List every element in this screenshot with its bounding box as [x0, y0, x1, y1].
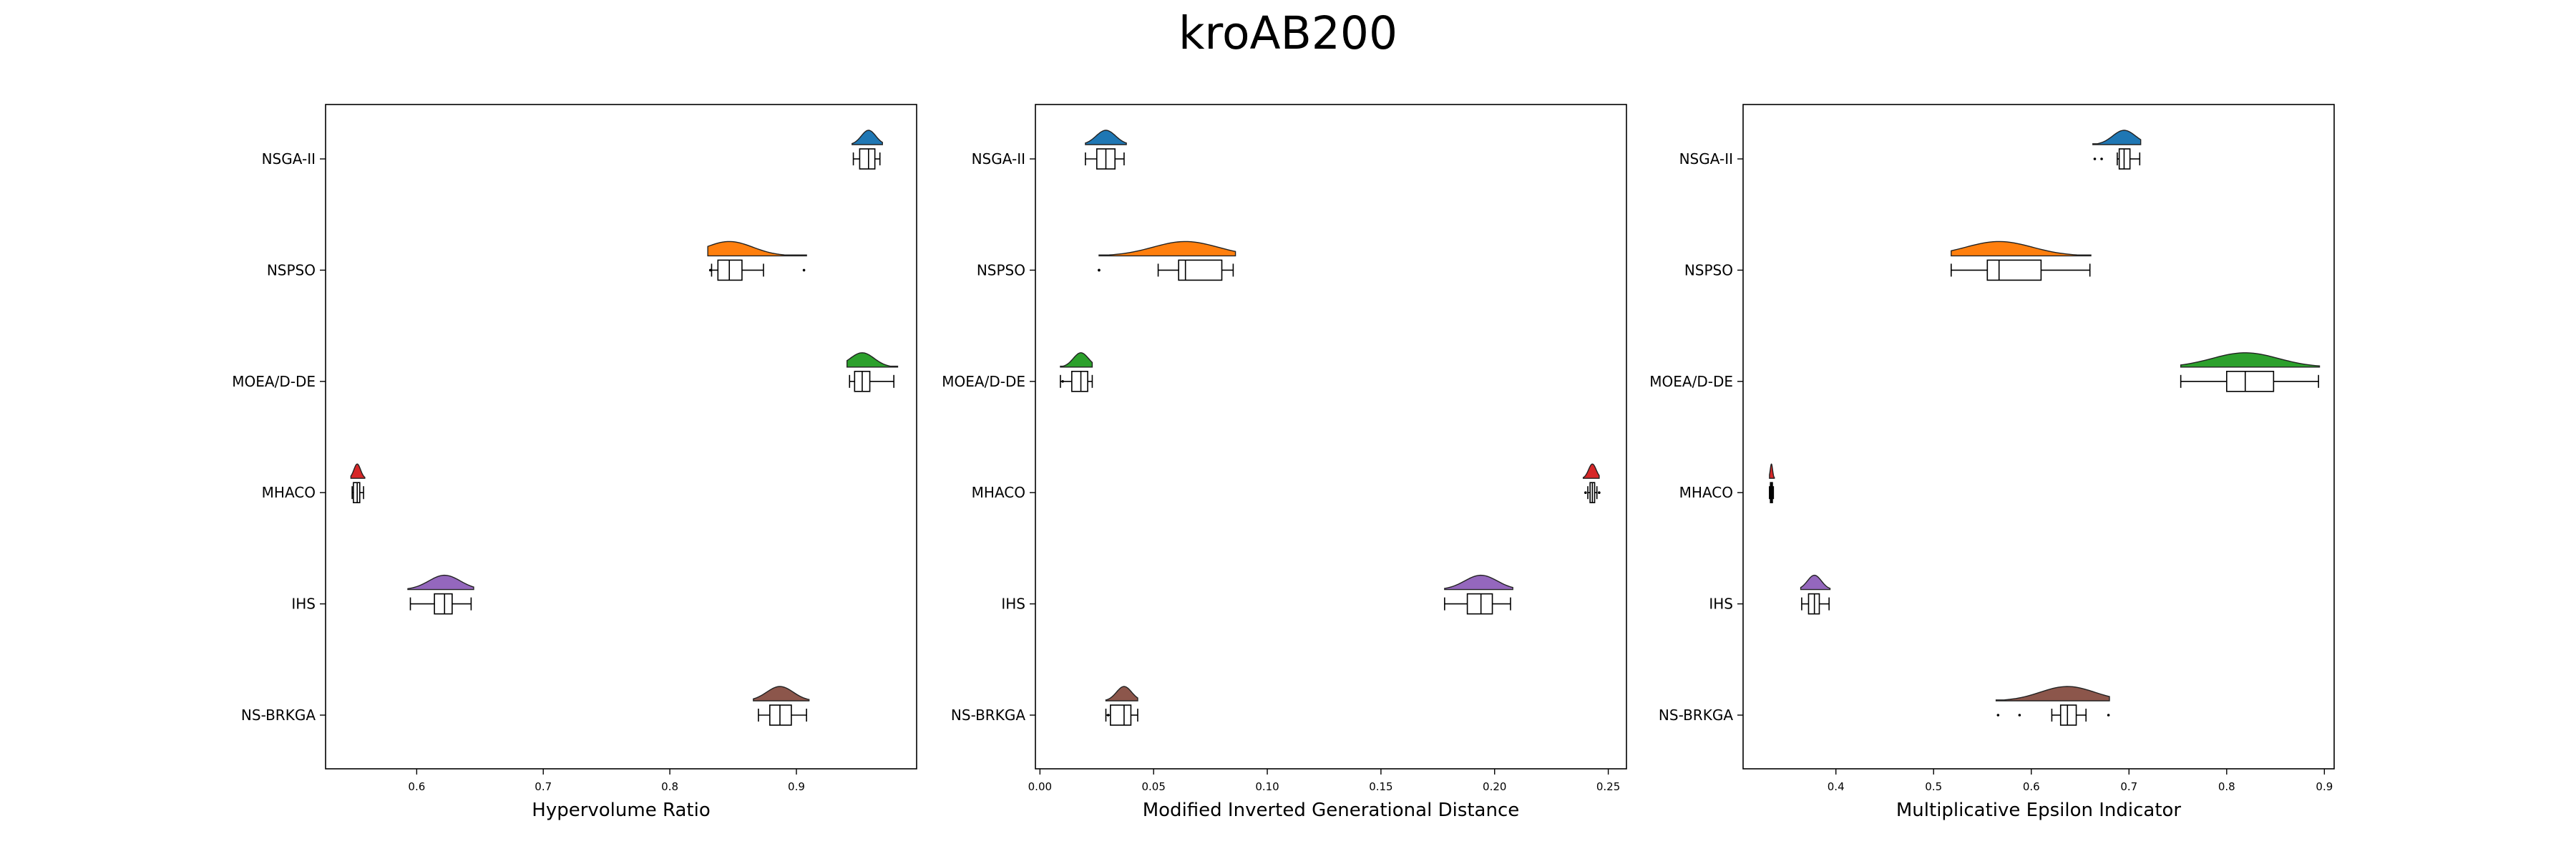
violin-nspso — [707, 241, 807, 257]
y-tick-label-ihs: IHS — [1709, 596, 1733, 613]
x-tick-label: 0.8 — [661, 780, 678, 793]
box-ns-brkga — [2059, 704, 2077, 726]
x-tick-label: 0.9 — [788, 780, 805, 793]
violin-ns-brkga — [1995, 686, 2110, 702]
violin-nspso — [1951, 241, 2092, 257]
box-mhaco — [353, 482, 361, 504]
x-tick-label: 0.10 — [1255, 780, 1279, 793]
box-ns-brkga — [769, 704, 792, 726]
x-tick-label: 0.05 — [1141, 780, 1165, 793]
violin-nsga-ii — [2092, 130, 2142, 145]
x-tick-label: 0.15 — [1369, 780, 1392, 793]
box-moead-de — [2226, 370, 2275, 392]
box-ns-brkga — [1110, 704, 1132, 726]
x-tick-label: 0.25 — [1596, 780, 1620, 793]
y-tick-label-ns-brkga: NS-BRKGA — [1659, 707, 1733, 724]
x-axis-label: Modified Inverted Generational Distance — [1143, 800, 1520, 821]
panel-modified-igd: 0.00 0.05 0.10 0.15 0.20 0.25 Modified Inverte… — [942, 104, 1627, 821]
y-tick-label-nspso: NSPSO — [977, 261, 1025, 278]
outlier-nspso — [1098, 268, 1101, 272]
x-tick-label: 0.5 — [1925, 780, 1942, 793]
violin-moead-de — [2180, 352, 2321, 368]
outlier-moead-de — [1061, 380, 1064, 383]
y-tick-label-mhaco: MHACO — [972, 484, 1025, 501]
x-tick-label: 0.9 — [2316, 780, 2333, 793]
y-tick-label-moead-de: MOEA/D-DE — [232, 373, 316, 390]
box-ihs — [1466, 593, 1493, 615]
outlier-mhaco — [1598, 491, 1601, 494]
violin-ihs — [1444, 574, 1513, 591]
plot-frame — [1035, 104, 1627, 770]
y-tick-label-nspso: NSPSO — [1684, 261, 1733, 278]
violin-moead-de — [1060, 352, 1093, 368]
violin-ns-brkga — [1105, 686, 1138, 702]
box-nsga-ii — [859, 148, 876, 170]
x-tick-label: 0.6 — [2023, 780, 2040, 793]
y-tick-label-moead-de: MOEA/D-DE — [1649, 373, 1733, 390]
x-tick-label: 0.7 — [535, 780, 552, 793]
box-nspso — [1986, 259, 2042, 281]
x-tick-label: 0.20 — [1483, 780, 1506, 793]
x-axis-label: Multiplicative Epsilon Indicator — [1896, 800, 2182, 821]
violin-ihs — [1800, 574, 1831, 591]
outlier-nsga-ii — [2093, 157, 2097, 160]
plot-frame — [325, 104, 917, 770]
violin-nsga-ii — [852, 130, 883, 145]
box-ihs — [434, 593, 453, 615]
x-tick-label: 0.6 — [408, 780, 425, 793]
y-tick-label-nsga-ii: NSGA-II — [262, 150, 316, 168]
violin-mhaco — [1769, 463, 1775, 479]
violin-nsga-ii — [1085, 130, 1127, 145]
y-tick-label-nsga-ii: NSGA-II — [1679, 150, 1733, 168]
panel-multiplicative-epsilon: 0.4 0.5 0.6 0.7 0.8 0.9 Multiplicative Epsilon… — [1649, 104, 2335, 821]
violin-mhaco — [350, 463, 366, 479]
y-tick-label-moead-de: MOEA/D-DE — [942, 373, 1025, 390]
figure-title: kroAB200 — [1178, 7, 1398, 59]
y-tick-label-nsga-ii: NSGA-II — [972, 150, 1025, 168]
y-tick-label-ns-brkga: NS-BRKGA — [241, 707, 316, 724]
x-axis-label: Hypervolume Ratio — [532, 800, 710, 821]
y-tick-label-ihs: IHS — [291, 596, 316, 613]
violin-ihs — [407, 574, 474, 591]
y-tick-label-nspso: NSPSO — [267, 261, 316, 278]
outlier-ns-brkga — [2018, 714, 2021, 717]
outlier-ns-brkga — [2107, 714, 2110, 717]
x-tick-label: 0.4 — [1828, 780, 1845, 793]
violin-nspso — [1098, 241, 1236, 257]
y-tick-label-mhaco: MHACO — [262, 484, 316, 501]
y-tick-label-ihs: IHS — [1001, 596, 1025, 613]
panel-hypervolume-ratio: 0.6 0.7 0.8 0.9 Hypervolume Ratio NSGA-II NSPS… — [232, 104, 917, 821]
outlier-nspso — [802, 268, 806, 272]
box-nspso — [717, 259, 743, 281]
violin-mhaco — [1582, 463, 1600, 479]
x-tick-label: 0.00 — [1028, 780, 1052, 793]
y-tick-label-mhaco: MHACO — [1679, 484, 1733, 501]
violin-moead-de — [847, 352, 899, 368]
x-tick-label: 0.8 — [2218, 780, 2235, 793]
outlier-mhaco — [1584, 491, 1587, 494]
outlier-nspso — [708, 268, 712, 272]
x-tick-label: 0.7 — [2120, 780, 2137, 793]
outlier-nsga-ii — [2100, 157, 2103, 160]
box-moead-de — [1071, 370, 1088, 392]
outlier-ns-brkga — [1996, 714, 2000, 717]
plot-frame — [1742, 104, 2335, 770]
violin-ns-brkga — [753, 686, 810, 702]
y-tick-label-ns-brkga: NS-BRKGA — [951, 707, 1025, 724]
outlier-ns-brkga — [1106, 714, 1110, 717]
